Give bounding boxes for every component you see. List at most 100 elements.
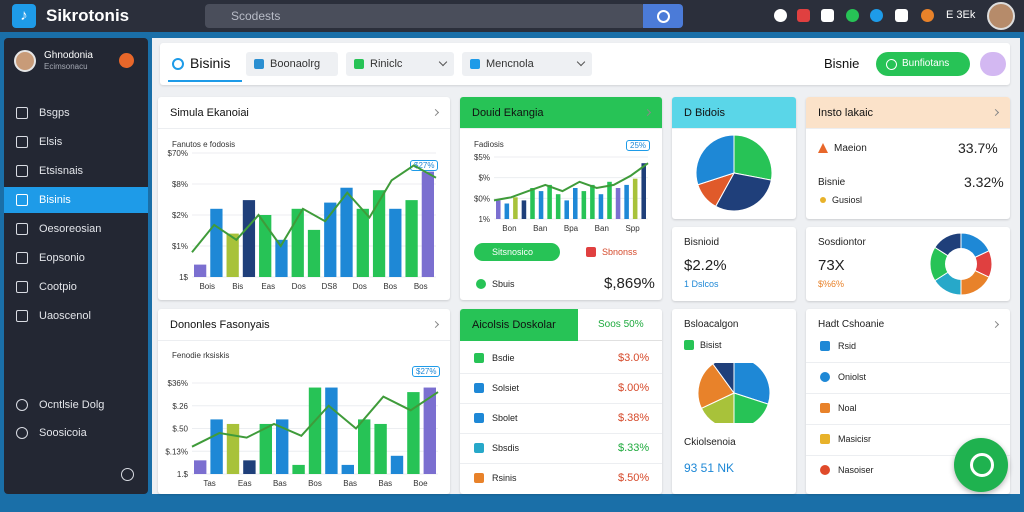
row-value: 33.7% [958, 140, 998, 156]
bar[interactable] [210, 208, 223, 277]
bar[interactable] [547, 184, 552, 219]
bar[interactable] [226, 233, 239, 277]
bar[interactable] [372, 190, 386, 277]
tab-bisinis[interactable]: Bisinis [168, 48, 242, 82]
bar[interactable] [530, 188, 535, 219]
sidebar-item-2[interactable]: Elsis [4, 129, 148, 155]
card-title: Hadt Cshoanie [818, 319, 885, 330]
tab-label: Boonaolrg [270, 58, 321, 70]
sidebar-item-6[interactable]: Eopsonio [4, 245, 148, 271]
sidebar-item-bottom-2[interactable]: Soosicoia [4, 420, 148, 446]
row-label: Sbuis [492, 279, 515, 289]
pie-slice[interactable] [733, 134, 773, 181]
chevron-right-icon[interactable] [991, 320, 1000, 329]
bar[interactable] [356, 208, 369, 277]
pie-slice[interactable] [697, 363, 735, 409]
bar[interactable] [242, 200, 256, 277]
tab-3[interactable]: Mencnola [462, 52, 592, 76]
pill-button-1[interactable]: Sitsnosico [474, 243, 560, 261]
profile-button[interactable] [980, 52, 1006, 76]
chat-button[interactable] [954, 438, 1008, 492]
pie-slice[interactable] [715, 172, 772, 212]
tab-2[interactable]: Riniclc [346, 52, 454, 76]
bar[interactable] [407, 392, 420, 474]
sidebar-item-7[interactable]: Cootpio [4, 274, 148, 300]
sidebar-item-5[interactable]: Oesoreosian [4, 216, 148, 242]
bar[interactable] [374, 423, 387, 474]
sidebar-item-4[interactable]: Bisinis [4, 187, 148, 213]
action-button[interactable]: Bunfiotans [876, 52, 970, 76]
bar[interactable] [607, 181, 612, 219]
bar[interactable] [276, 419, 289, 474]
status-icon[interactable] [846, 9, 859, 22]
bar[interactable] [564, 200, 569, 219]
search-input[interactable]: Scodests [205, 4, 645, 28]
bar[interactable] [581, 191, 587, 219]
pie-slice[interactable] [695, 134, 735, 186]
bar[interactable] [194, 460, 207, 474]
bar[interactable] [538, 191, 544, 219]
pill-label: Sitsnosico [492, 247, 534, 257]
bell-icon[interactable] [821, 9, 834, 22]
sidebar-item-8[interactable]: Uaoscenol [4, 303, 148, 329]
bar[interactable] [226, 423, 240, 474]
bar[interactable] [325, 387, 338, 474]
bar[interactable] [341, 464, 354, 474]
shield-icon[interactable] [121, 468, 134, 481]
bar[interactable] [292, 464, 305, 474]
bar[interactable] [291, 208, 304, 277]
bar[interactable] [405, 200, 418, 277]
bar[interactable] [423, 387, 436, 474]
bar[interactable] [555, 194, 561, 219]
bar[interactable] [615, 188, 621, 219]
user-avatar[interactable] [987, 2, 1015, 30]
bar[interactable] [421, 171, 434, 277]
sidebar-item-3[interactable]: Etsisnais [4, 158, 148, 184]
bar[interactable] [259, 215, 272, 277]
bar[interactable] [496, 200, 501, 219]
alert-icon[interactable] [797, 9, 810, 22]
bar[interactable] [521, 200, 527, 219]
gear-icon[interactable] [774, 9, 787, 22]
divider [806, 455, 1010, 456]
card-sub: 1 Dslcos [684, 279, 719, 289]
bar[interactable] [210, 419, 223, 474]
sidebar-item-1[interactable]: Bsgps [4, 100, 148, 126]
bar[interactable] [307, 229, 321, 277]
chevron-right-icon[interactable] [991, 108, 1000, 117]
bar[interactable] [308, 387, 322, 474]
globe-icon[interactable] [870, 9, 883, 22]
bar[interactable] [340, 187, 353, 277]
pie-slice[interactable] [712, 363, 735, 395]
pie-slice[interactable] [733, 392, 769, 423]
bar[interactable] [513, 197, 518, 219]
bar[interactable] [590, 184, 595, 219]
tab-1[interactable]: Boonaolrg [246, 52, 338, 76]
bar[interactable] [324, 202, 337, 277]
notification-dot-icon[interactable] [119, 53, 134, 68]
bar[interactable] [275, 239, 288, 277]
bar[interactable] [259, 423, 272, 474]
bar[interactable] [390, 455, 404, 474]
fire-icon[interactable] [921, 9, 934, 22]
home-icon[interactable] [895, 9, 908, 22]
bar[interactable] [389, 208, 402, 277]
search-button[interactable] [643, 4, 683, 28]
bar[interactable] [243, 460, 256, 474]
app-logo-icon[interactable]: ♪ [12, 4, 36, 28]
bar[interactable] [632, 178, 638, 219]
bar[interactable] [504, 203, 510, 220]
bar[interactable] [641, 163, 646, 219]
avatar[interactable] [14, 50, 36, 72]
bar[interactable] [573, 188, 578, 219]
bar[interactable] [598, 194, 604, 219]
bar[interactable] [358, 419, 371, 474]
row-label: Rsinis [492, 473, 517, 483]
sidebar-item-bottom-1[interactable]: Ocntlsie Dolg [4, 392, 148, 418]
folder-icon [354, 59, 364, 69]
bar[interactable] [624, 184, 629, 219]
pie-slice[interactable] [733, 363, 771, 405]
row-value: $,869% [604, 275, 655, 292]
bar[interactable] [194, 264, 207, 277]
pie-slice[interactable] [700, 392, 735, 423]
